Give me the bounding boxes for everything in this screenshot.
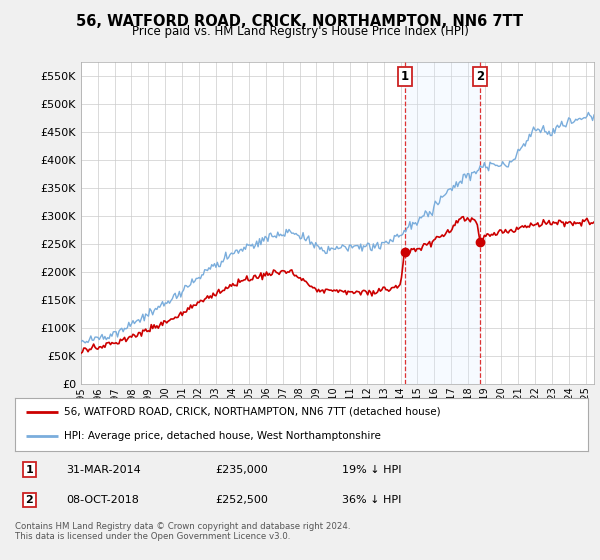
Text: 1: 1 (25, 465, 33, 475)
Text: 2: 2 (476, 70, 485, 83)
Text: 1: 1 (401, 70, 409, 83)
Text: £252,500: £252,500 (215, 495, 268, 505)
Text: Contains HM Land Registry data © Crown copyright and database right 2024.
This d: Contains HM Land Registry data © Crown c… (15, 522, 350, 542)
Text: Price paid vs. HM Land Registry's House Price Index (HPI): Price paid vs. HM Land Registry's House … (131, 25, 469, 38)
Text: 2: 2 (25, 495, 33, 505)
Text: 19% ↓ HPI: 19% ↓ HPI (341, 465, 401, 475)
Bar (405, 62, 481, 384)
Text: 08-OCT-2018: 08-OCT-2018 (67, 495, 139, 505)
Text: 56, WATFORD ROAD, CRICK, NORTHAMPTON, NN6 7TT: 56, WATFORD ROAD, CRICK, NORTHAMPTON, NN… (76, 14, 524, 29)
Text: £235,000: £235,000 (215, 465, 268, 475)
Text: 56, WATFORD ROAD, CRICK, NORTHAMPTON, NN6 7TT (detached house): 56, WATFORD ROAD, CRICK, NORTHAMPTON, NN… (64, 407, 440, 417)
Text: 36% ↓ HPI: 36% ↓ HPI (341, 495, 401, 505)
Text: HPI: Average price, detached house, West Northamptonshire: HPI: Average price, detached house, West… (64, 431, 380, 441)
Text: 31-MAR-2014: 31-MAR-2014 (67, 465, 142, 475)
